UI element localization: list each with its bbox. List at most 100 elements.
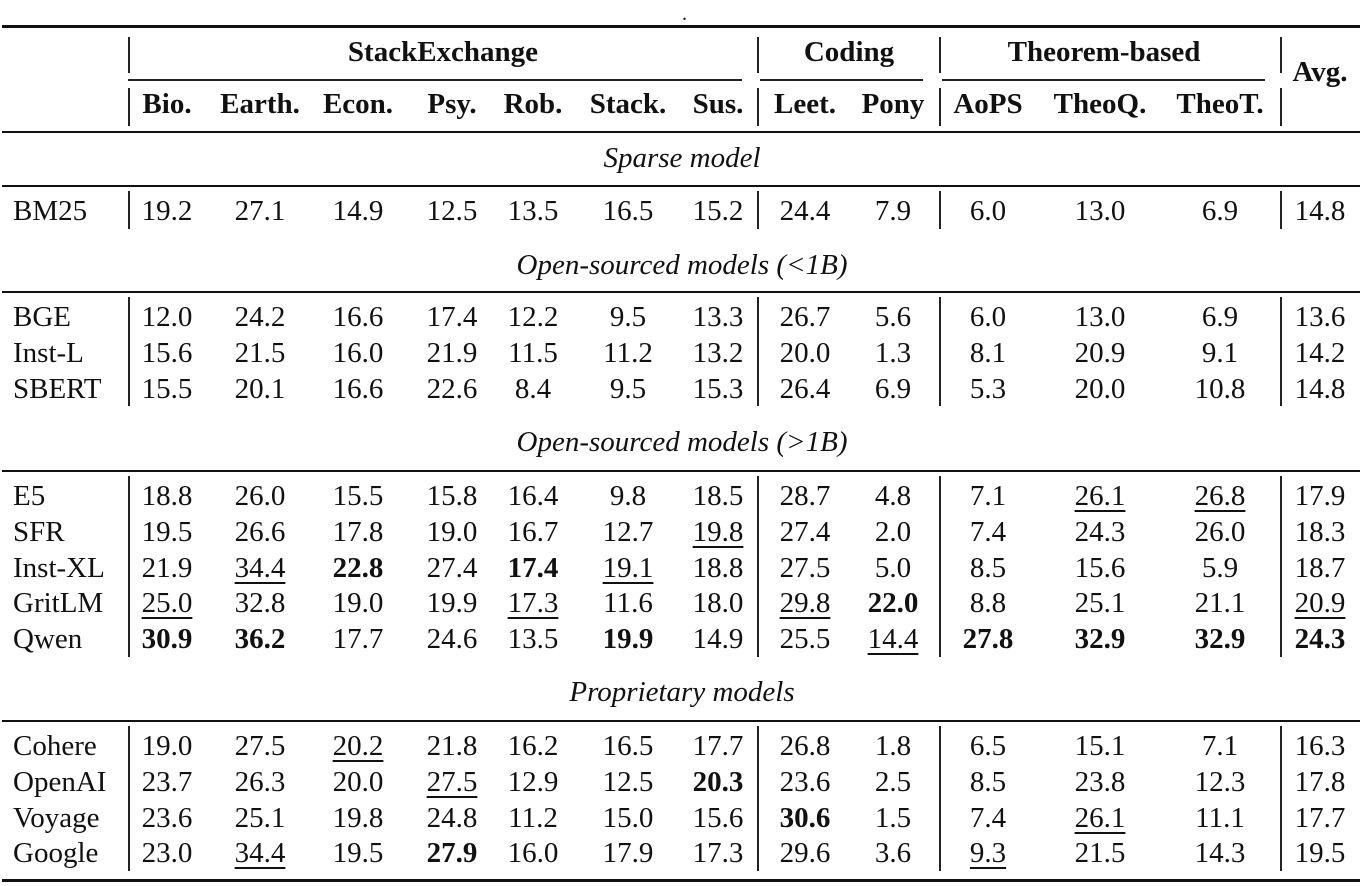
- cell-sus: 15.3: [692, 372, 744, 405]
- cell-pony: 5.0: [874, 551, 912, 584]
- cell-leet: 20.0: [779, 336, 831, 369]
- cell-rob: 13.5: [507, 623, 559, 656]
- cell-aops: 7.1: [969, 480, 1007, 512]
- cell-econ: 15.5: [332, 480, 384, 512]
- cell-leet: 26.8: [779, 730, 831, 762]
- column-separator: [1280, 726, 1282, 872]
- cmidrule-stackexchange: [128, 79, 742, 81]
- header-separator: [939, 37, 941, 73]
- cell-psy: 17.4: [426, 301, 478, 333]
- cell-aops: 8.5: [969, 765, 1007, 798]
- cell-theot: 14.3: [1194, 837, 1246, 870]
- cell-psy: 27.9: [426, 837, 478, 870]
- cell-stack: 11.2: [603, 336, 653, 369]
- column-separator: [939, 726, 941, 872]
- cell-theot: 10.8: [1194, 372, 1246, 405]
- cell-sus: 15.2: [692, 195, 744, 227]
- column-header-stack: Stack.: [589, 88, 667, 120]
- cell-earth: 21.5: [234, 336, 286, 369]
- column-separator: [128, 297, 130, 407]
- column-separator: [939, 476, 941, 657]
- cell-pony: 22.0: [867, 587, 919, 620]
- section-rule: [2, 291, 1360, 293]
- cell-pony: 5.6: [874, 301, 912, 333]
- cell-sus: 14.9: [692, 623, 744, 656]
- cell-sus: 17.7: [692, 730, 744, 762]
- cell-pony: 2.0: [874, 515, 912, 548]
- model-name: Qwen: [13, 623, 83, 656]
- header-separator: [1280, 37, 1282, 73]
- cell-stack: 9.5: [609, 372, 647, 405]
- cell-aops: 7.4: [969, 515, 1007, 548]
- cmidrule-theorem: [942, 79, 1265, 81]
- cell-bio: 18.8: [141, 480, 193, 512]
- column-separator: [1280, 191, 1282, 229]
- cell-theoq: 26.1: [1074, 801, 1126, 834]
- top-mark: .: [682, 3, 687, 25]
- header-rule: [2, 131, 1360, 133]
- cell-earth: 34.4: [234, 837, 286, 870]
- cell-avg: 17.8: [1294, 765, 1346, 798]
- cell-avg: 13.6: [1294, 301, 1346, 333]
- cell-sus: 17.3: [692, 837, 744, 870]
- cell-rob: 13.5: [507, 195, 559, 227]
- cell-sus: 18.0: [692, 587, 744, 620]
- cell-psy: 19.9: [426, 587, 478, 620]
- column-header-econ: Econ.: [322, 88, 394, 120]
- cell-earth: 26.6: [234, 515, 286, 548]
- column-separator: [757, 191, 759, 229]
- cell-leet: 30.6: [779, 801, 831, 834]
- cell-sus: 18.8: [692, 551, 744, 584]
- cell-stack: 19.9: [602, 623, 654, 656]
- cell-aops: 6.0: [969, 301, 1007, 333]
- cell-rob: 16.0: [507, 837, 559, 870]
- cell-theot: 26.8: [1194, 480, 1246, 512]
- cell-econ: 20.0: [332, 765, 384, 798]
- model-name: Google: [13, 837, 99, 870]
- cell-pony: 7.9: [874, 195, 912, 227]
- cell-theoq: 32.9: [1074, 623, 1126, 656]
- column-separator: [939, 297, 941, 407]
- section-title: Proprietary models: [569, 676, 795, 708]
- cell-aops: 5.3: [969, 372, 1007, 405]
- cell-bio: 23.0: [141, 837, 193, 870]
- cell-aops: 27.8: [962, 623, 1014, 656]
- cell-stack: 11.6: [603, 587, 653, 620]
- cell-avg: 16.3: [1294, 730, 1346, 762]
- cell-rob: 17.3: [507, 587, 559, 620]
- column-separator: [128, 476, 130, 657]
- cell-econ: 22.8: [332, 551, 384, 584]
- cell-earth: 26.0: [234, 480, 286, 512]
- cell-econ: 19.5: [332, 837, 384, 870]
- cell-theot: 9.1: [1201, 336, 1239, 369]
- cell-leet: 27.4: [779, 515, 831, 548]
- model-name: OpenAI: [13, 765, 107, 798]
- cell-bio: 15.5: [141, 372, 193, 405]
- cell-rob: 12.2: [507, 301, 559, 333]
- cell-psy: 15.8: [426, 480, 478, 512]
- cell-avg: 14.8: [1294, 195, 1346, 227]
- cell-theoq: 15.6: [1074, 551, 1126, 584]
- cell-bio: 30.9: [141, 623, 193, 656]
- cell-pony: 14.4: [867, 623, 919, 656]
- cell-econ: 16.6: [332, 372, 384, 405]
- header-separator: [939, 88, 941, 126]
- section-title: Open-sourced models (>1B): [516, 426, 848, 458]
- section-rule: [2, 470, 1360, 472]
- cell-earth: 24.2: [234, 301, 286, 333]
- cell-psy: 21.9: [426, 336, 478, 369]
- model-name: Cohere: [13, 730, 97, 762]
- model-name: Inst-XL: [13, 551, 105, 584]
- cell-theoq: 20.9: [1074, 336, 1126, 369]
- cell-rob: 16.7: [507, 515, 559, 548]
- column-header-bio: Bio.: [142, 88, 192, 120]
- cell-psy: 22.6: [426, 372, 478, 405]
- cell-avg: 19.5: [1294, 837, 1346, 870]
- cell-pony: 1.8: [874, 730, 912, 762]
- section-title: Sparse model: [603, 142, 761, 174]
- cell-bio: 19.0: [141, 730, 193, 762]
- header-separator: [757, 88, 759, 126]
- cell-theot: 6.9: [1201, 195, 1239, 227]
- column-separator: [1280, 297, 1282, 407]
- column-header-theoq: TheoQ.: [1053, 88, 1147, 120]
